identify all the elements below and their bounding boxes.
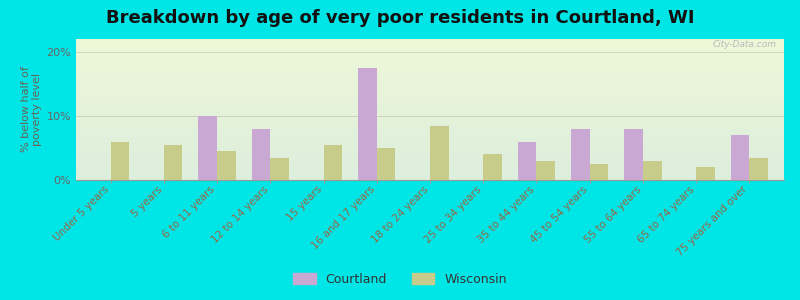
Bar [358, 68, 377, 180]
Bar [323, 145, 342, 180]
Bar [198, 116, 217, 180]
Bar [164, 145, 182, 180]
Bar [624, 129, 643, 180]
Text: Breakdown by age of very poor residents in Courtland, WI: Breakdown by age of very poor residents … [106, 9, 694, 27]
Bar [643, 161, 662, 180]
Bar [518, 142, 537, 180]
Bar [430, 125, 449, 180]
Bar [730, 135, 750, 180]
Bar [377, 148, 395, 180]
Bar [217, 151, 236, 180]
Bar [270, 158, 289, 180]
Bar [696, 167, 714, 180]
Bar [252, 129, 270, 180]
Bar [483, 154, 502, 180]
Bar [110, 142, 130, 180]
Legend: Courtland, Wisconsin: Courtland, Wisconsin [288, 268, 512, 291]
Bar [571, 129, 590, 180]
Bar [590, 164, 608, 180]
Bar [537, 161, 555, 180]
Text: City-Data.com: City-Data.com [713, 40, 777, 50]
Bar [750, 158, 768, 180]
Y-axis label: % below half of
poverty level: % below half of poverty level [21, 67, 42, 152]
